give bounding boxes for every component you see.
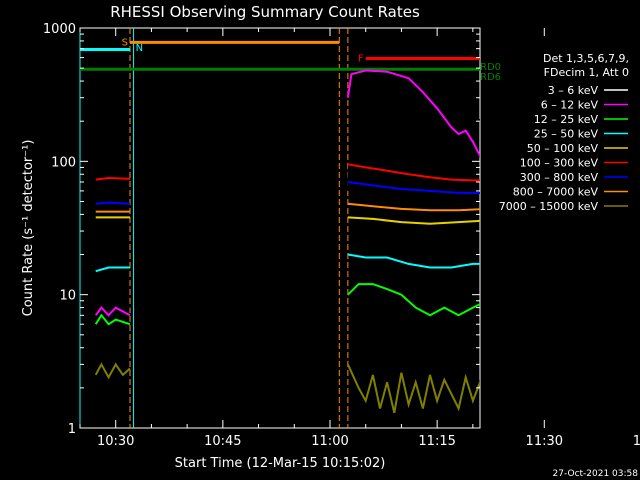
legend-entry-label: 3 – 6 keV (548, 84, 599, 97)
y-tick-label: 1 (68, 422, 76, 437)
series-segment (573, 301, 594, 308)
series-segment (95, 266, 130, 273)
x-tick-label: 11:15 (418, 434, 455, 449)
x-tick-label: 10:30 (97, 434, 134, 449)
mode-bar-label: S (122, 37, 128, 48)
legend-entry-label: 100 – 300 keV (520, 157, 599, 170)
legend-entry-label: 300 – 800 keV (520, 171, 599, 184)
y-tick-label: 10 (59, 289, 76, 304)
series-segment (347, 202, 480, 212)
mode-label: N (136, 43, 143, 54)
mode-label: RD0 (480, 62, 501, 73)
chart-title: RHESSI Observing Summary Count Rates (110, 3, 420, 21)
series-0-line (94, 73, 594, 309)
y-tick-label: 100 (51, 155, 76, 170)
series-segment (347, 163, 480, 182)
legend-header: Det 1,3,5,6,7,9, (543, 52, 629, 65)
series-5-line (95, 163, 480, 182)
series-segment (94, 306, 131, 317)
series-segment (94, 362, 131, 380)
series-segment (573, 213, 594, 214)
x-tick-label: 11:45 (633, 434, 640, 449)
x-axis-label: Start Time (12-Mar-15 10:15:02) (175, 456, 386, 471)
series-3-line (95, 253, 594, 273)
x-tick-label: 10:45 (204, 434, 241, 449)
legend-entry-label: 7000 – 15000 keV (499, 200, 599, 213)
series-segment (346, 69, 480, 158)
series-segment (347, 216, 480, 225)
legend-entry-label: 800 – 7000 keV (513, 186, 599, 199)
x-tick-label: 11:00 (311, 434, 348, 449)
series-segment (560, 255, 563, 285)
series-1-line (94, 69, 594, 317)
timestamp: 27-Oct-2021 03:58 (553, 469, 639, 479)
series-segment (346, 363, 480, 414)
series-segment (95, 201, 131, 205)
series-segment (94, 293, 131, 309)
series-segment (94, 313, 131, 326)
series-8-line (94, 345, 594, 414)
legend-header: FDecim 1, Att 0 (544, 66, 629, 79)
series-2-line (94, 283, 594, 326)
y-tick-label: 1000 (43, 22, 76, 37)
legend-entry-label: 25 – 50 keV (534, 128, 599, 141)
series-segment (573, 308, 594, 316)
x-tick-label: 11:30 (526, 434, 563, 449)
series-segment (347, 283, 480, 317)
series-segment (95, 176, 131, 181)
series-7-line (95, 202, 480, 213)
axes-layer: 1 10 100 1000 10:30 10:45 11:00 11:15 11:30 11:45 (43, 22, 640, 449)
series-segment (347, 253, 480, 269)
y-axis-label: Count Rate (s⁻¹ detector⁻¹) (21, 140, 36, 317)
series-segment (347, 181, 480, 194)
legend-entry-label: 50 – 100 keV (527, 142, 599, 155)
series-segment (346, 73, 480, 191)
legend: Det 1,3,5,6,7,9,FDecim 1, Att 0 3 – 6 keV… (499, 52, 629, 213)
mode-bar-label: F (358, 54, 364, 65)
series-4-line (95, 213, 594, 225)
legend-entry-label: 6 – 12 keV (541, 99, 599, 112)
series-segment (573, 295, 594, 308)
series-segment (573, 264, 594, 268)
series-segment (573, 345, 594, 356)
mode-label: RD6 (480, 72, 501, 83)
legend-entry-label: 12 – 25 keV (534, 113, 599, 126)
series-layer (94, 69, 594, 414)
series-6-line (95, 181, 563, 285)
